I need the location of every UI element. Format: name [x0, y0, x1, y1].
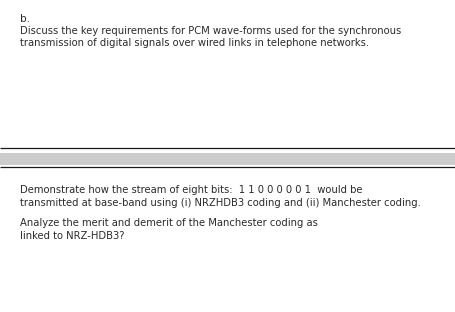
Text: Discuss the key requirements for PCM wave-forms used for the synchronous: Discuss the key requirements for PCM wav…	[20, 26, 401, 36]
Bar	[0, 153, 455, 165]
Text: b.: b.	[20, 14, 30, 24]
Text: transmission of digital signals over wired links in telephone networks.: transmission of digital signals over wir…	[20, 38, 369, 48]
Text: Analyze the merit and demerit of the Manchester coding as: Analyze the merit and demerit of the Man…	[20, 218, 318, 228]
Text: linked to NRZ-HDB3?: linked to NRZ-HDB3?	[20, 231, 125, 241]
Text: transmitted at base-band using (i) NRZHDB3 coding and (ii) Manchester coding.: transmitted at base-band using (i) NRZHD…	[20, 198, 421, 208]
Text: Demonstrate how the stream of eight bits:  1 1 0 0 0 0 0 1  would be: Demonstrate how the stream of eight bits…	[20, 185, 363, 195]
